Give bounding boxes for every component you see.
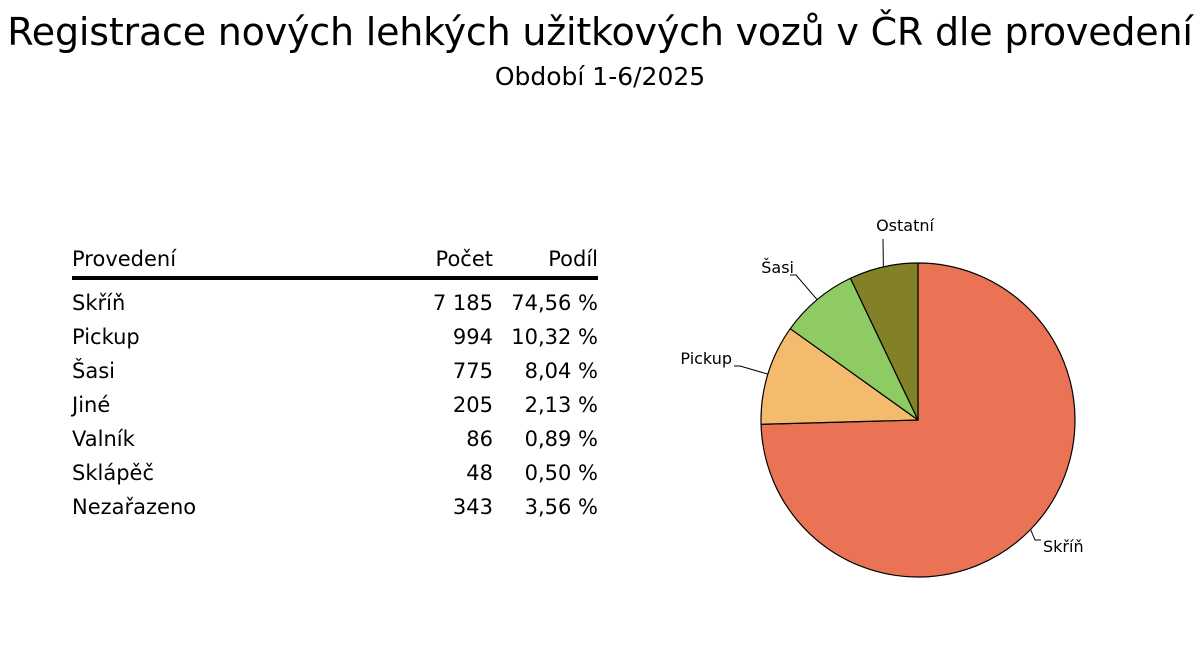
table-row: Sklápěč 48 0,50 % [72, 456, 598, 490]
pie-label-4: Ostatní [876, 216, 934, 235]
page-title: Registrace nových lehkých užitkových voz… [7, 10, 1193, 54]
row-name: Pickup [72, 325, 140, 349]
pie-label-2: Pickup [680, 349, 732, 368]
table-body: Skříň 7 185 74,56 % Pickup 994 10,32 % Š… [72, 286, 598, 524]
pie-chart-svg: Skříň Pickup Šasi Ostatní [680, 216, 1084, 578]
row-share: 0,50 % [524, 461, 598, 485]
leader-line-1 [1030, 529, 1041, 541]
pie-slice-2 [760, 328, 919, 425]
pie-label-1: Skříň [1043, 537, 1084, 556]
pie-slice-4 [849, 262, 919, 421]
row-share: 2,13 % [524, 393, 598, 417]
row-count: 994 [452, 325, 493, 349]
row-share: 0,89 % [524, 427, 598, 451]
data-table: Provedení Počet Podíl Skříň 7 185 74,56 … [72, 244, 598, 524]
row-name: Nezařazeno [72, 495, 197, 519]
row-share: 3,56 % [524, 495, 598, 519]
table-row: Nezařazeno 343 3,56 % [72, 490, 598, 524]
row-name: Valník [72, 427, 135, 451]
table-row: Pickup 994 10,32 % [72, 320, 598, 354]
leader-line-2 [734, 365, 768, 375]
table-row: Skříň 7 185 74,56 % [72, 286, 598, 320]
pie-chart: Skříň Pickup Šasi Ostatní [640, 180, 1180, 604]
table-header: Provedení Počet Podíl [72, 244, 598, 280]
row-count: 343 [452, 495, 493, 519]
column-header-pocet: Počet [435, 247, 493, 271]
row-name: Šasi [72, 359, 115, 383]
row-count: 48 [466, 461, 493, 485]
row-count: 7 185 [432, 291, 493, 315]
row-count: 775 [452, 359, 493, 383]
table-row: Jiné 205 2,13 % [72, 388, 598, 422]
row-share: 74,56 % [511, 291, 598, 315]
pie-label-3: Šasi [761, 258, 794, 277]
row-share: 8,04 % [524, 359, 598, 383]
row-name: Jiné [72, 393, 111, 417]
table-row: Šasi 775 8,04 % [72, 354, 598, 388]
row-share: 10,32 % [511, 325, 598, 349]
page-subtitle: Období 1-6/2025 [494, 62, 706, 91]
row-name: Sklápěč [72, 461, 154, 485]
table-row: Valník 86 0,89 % [72, 422, 598, 456]
leader-line-3 [790, 274, 818, 300]
row-name: Skříň [72, 291, 126, 315]
row-count: 205 [452, 393, 493, 417]
row-count: 86 [466, 427, 493, 451]
column-header-provedeni: Provedení [72, 247, 177, 271]
column-header-podil: Podíl [548, 247, 598, 271]
